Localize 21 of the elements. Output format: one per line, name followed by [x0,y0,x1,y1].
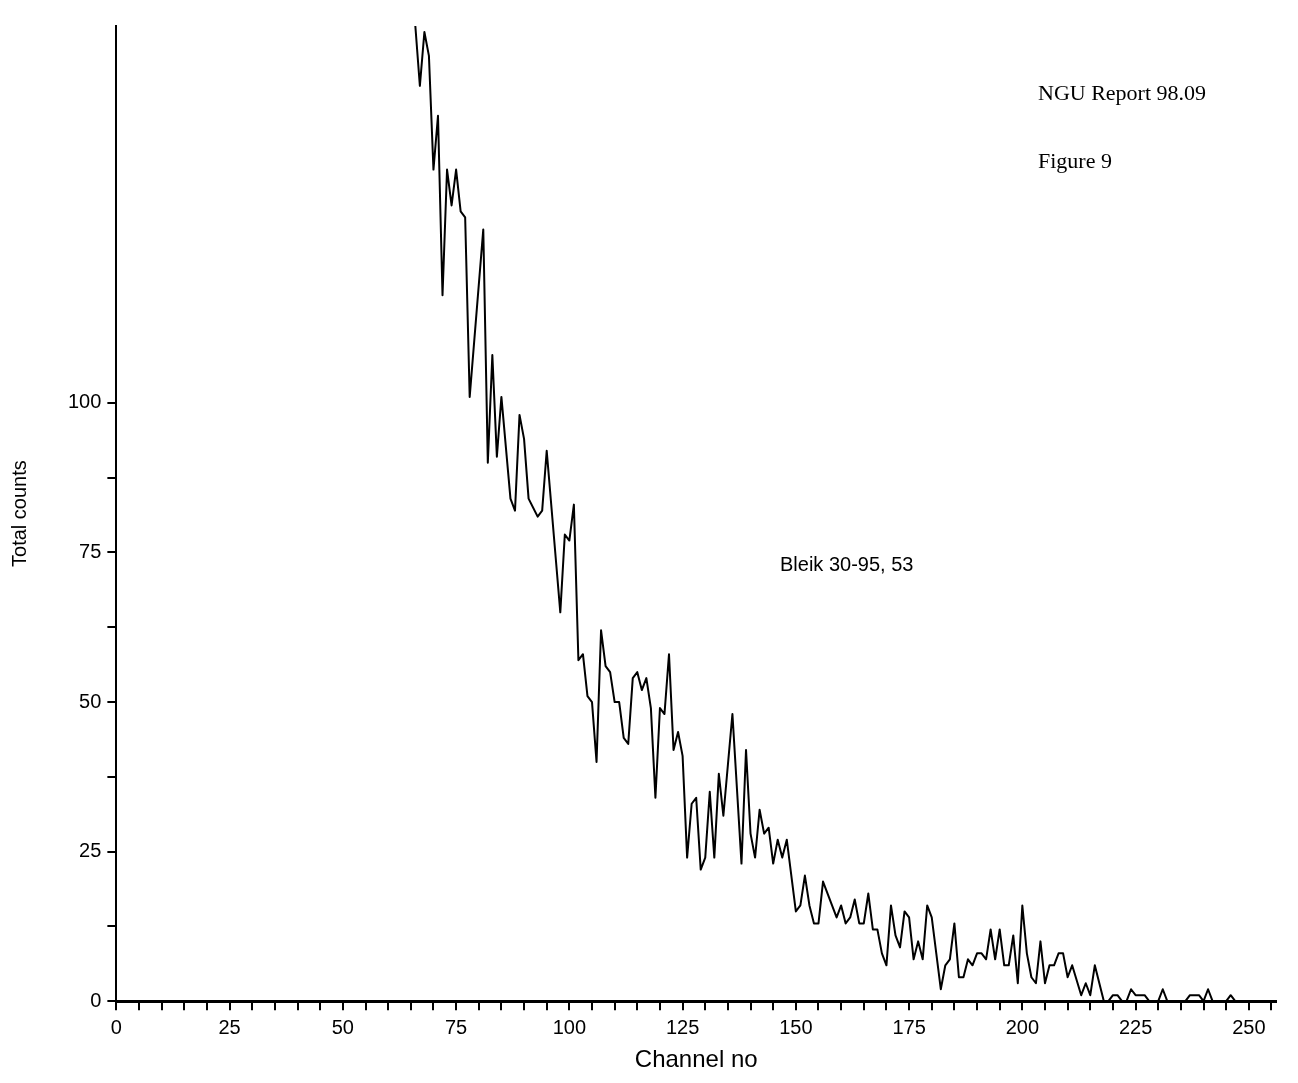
y-tick-label: 0 [90,988,102,1011]
x-tick-label: 175 [892,1015,926,1038]
x-tick-label: 50 [331,1015,354,1038]
x-tick-label: 200 [1005,1015,1040,1038]
annotation: Figure 9 [1038,148,1112,174]
x-tick-label: 125 [665,1015,700,1038]
x-tick-label: 100 [552,1015,587,1038]
annotation: Bleik 30-95, 53 [780,553,914,576]
x-axis-title: Channel no [634,1045,758,1073]
x-tick-label: 250 [1232,1015,1266,1038]
y-tick-label: 25 [79,839,102,862]
x-tick-label: 25 [218,1015,241,1038]
x-tick-label: 150 [779,1015,813,1038]
x-tick-label: 75 [444,1015,468,1038]
x-tick-label: 0 [110,1015,122,1038]
y-tick-label: 100 [67,390,102,413]
x-tick-label: 225 [1118,1015,1153,1038]
y-tick-label: 50 [79,689,102,712]
y-tick-label: 75 [79,540,102,562]
y-axis-title: Total counts [7,460,30,567]
annotation: NGU Report 98.09 [1038,80,1207,106]
